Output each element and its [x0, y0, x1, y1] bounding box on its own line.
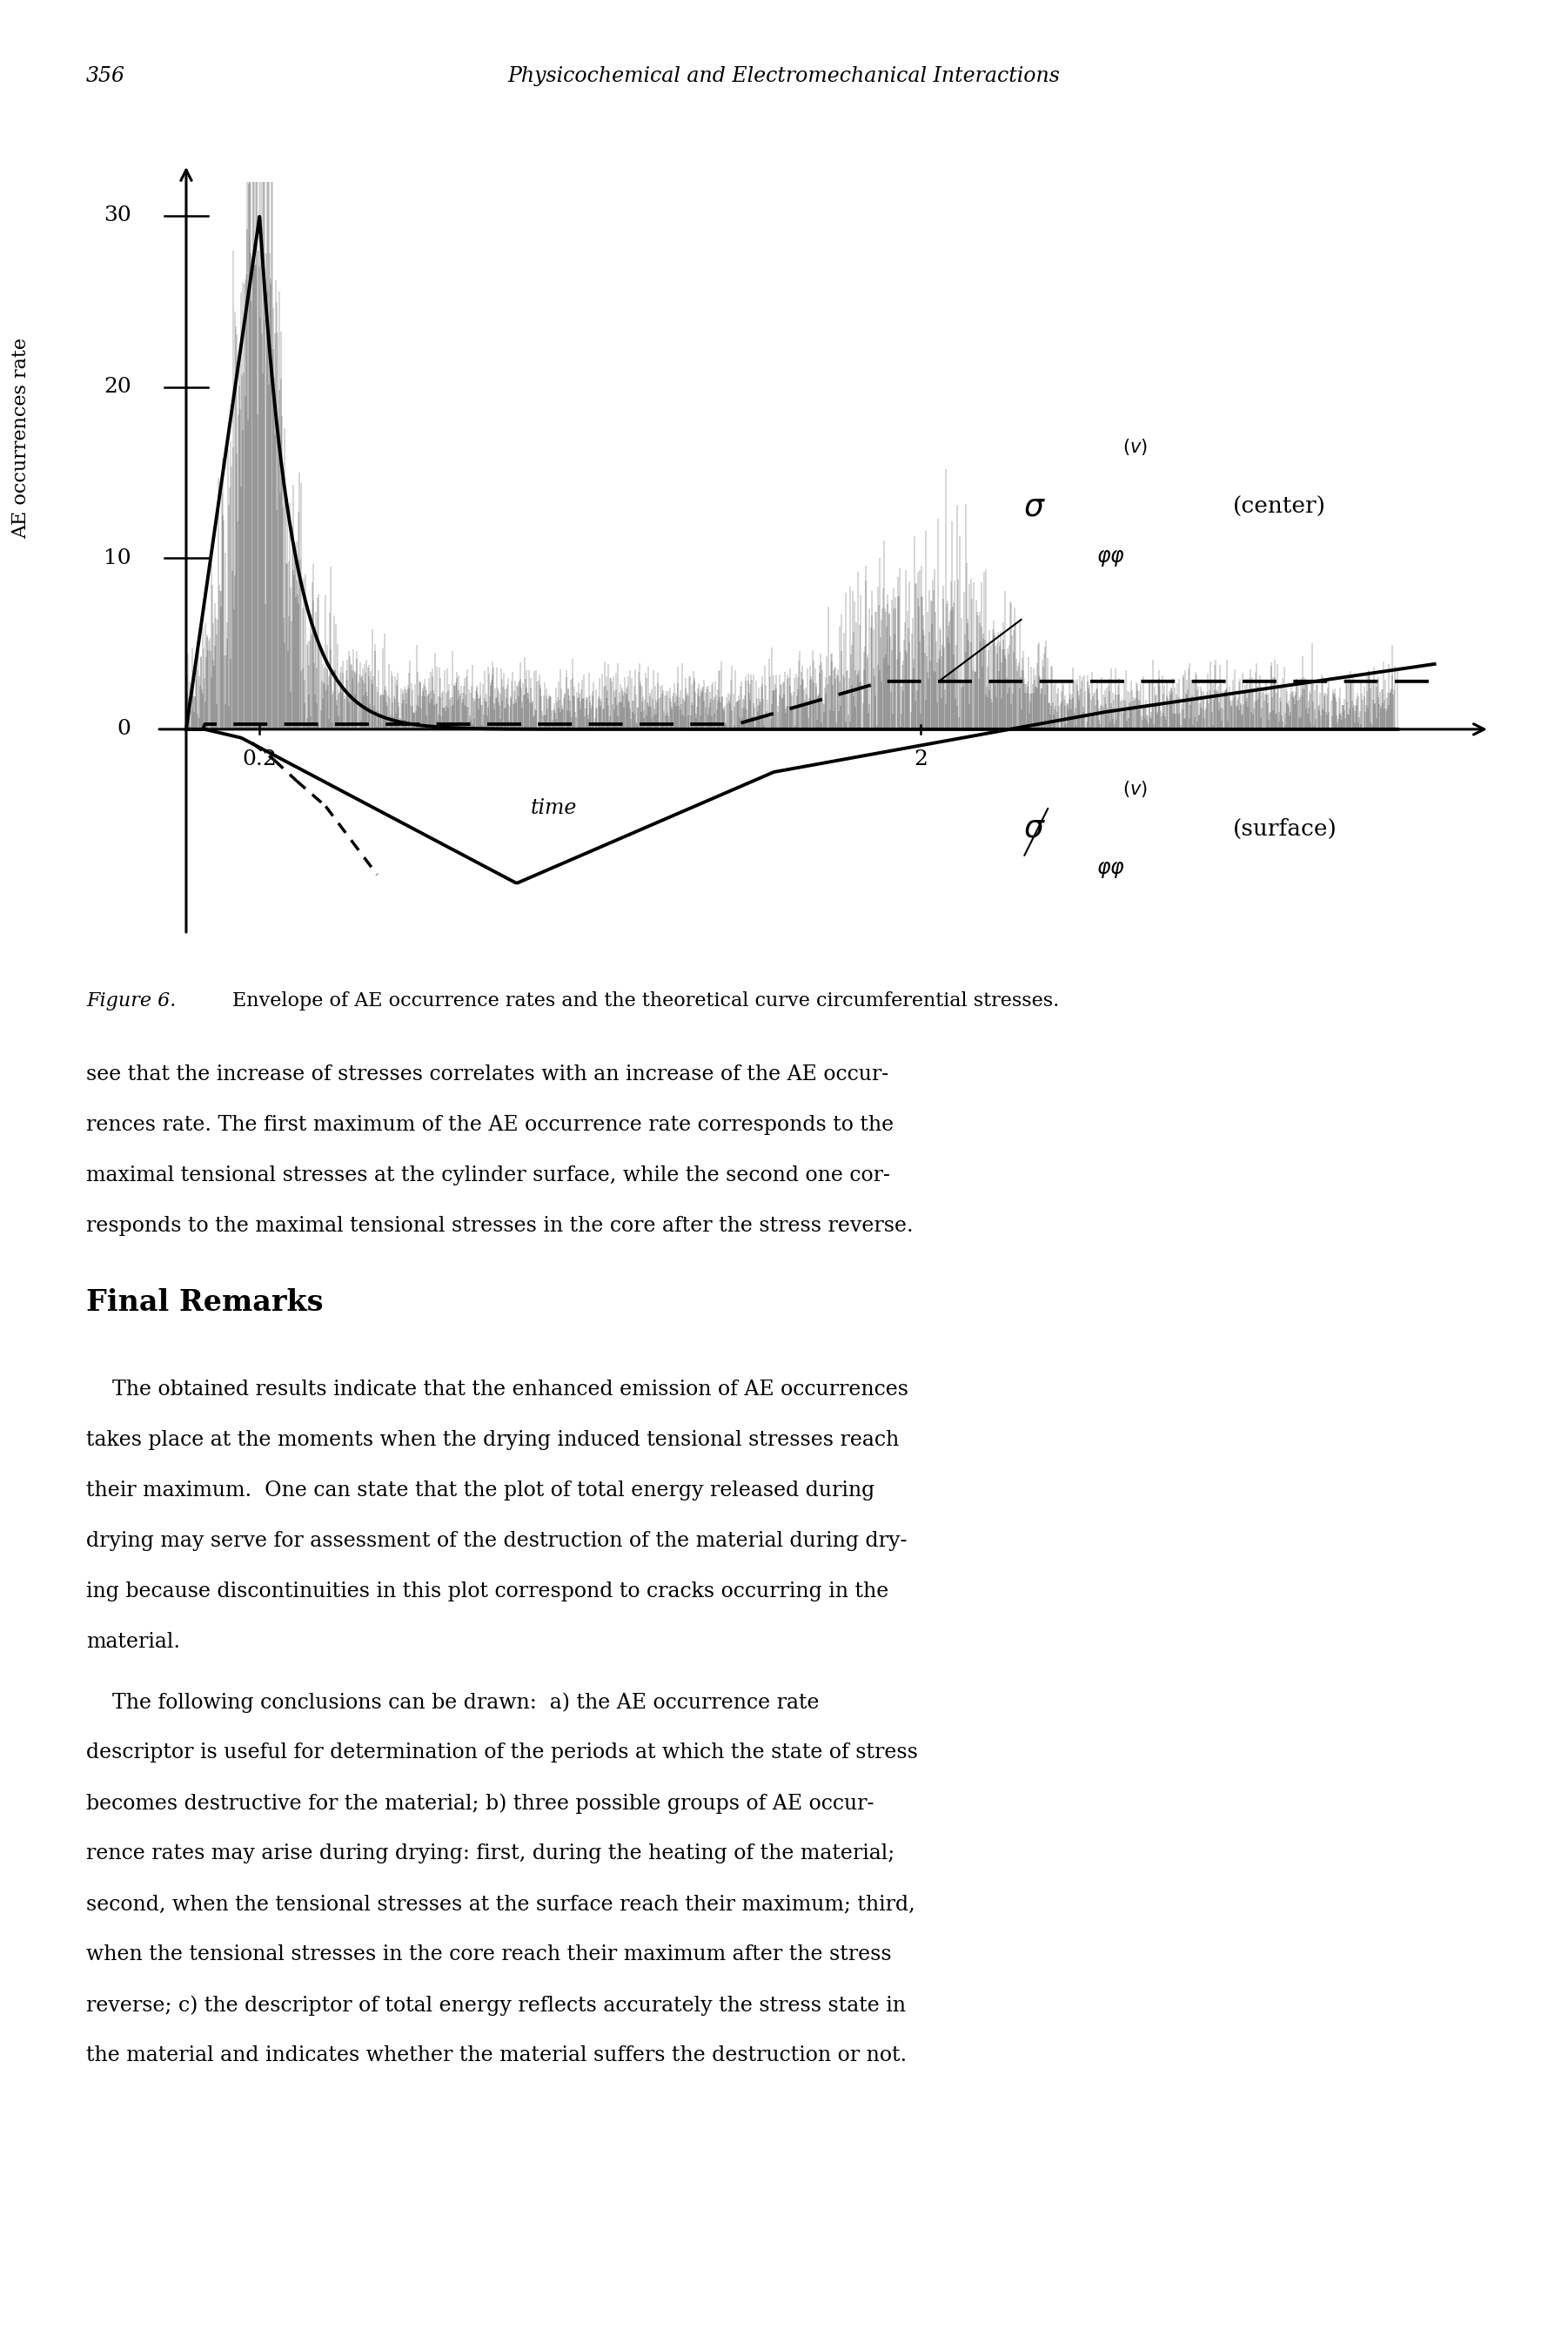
Text: drying may serve for assessment of the destruction of the material during dry-: drying may serve for assessment of the d… [86, 1532, 908, 1551]
Text: Physicochemical and Electromechanical Interactions: Physicochemical and Electromechanical In… [508, 66, 1060, 87]
Text: descriptor is useful for determination of the periods at which the state of stre: descriptor is useful for determination o… [86, 1744, 917, 1762]
Text: 2: 2 [914, 750, 927, 771]
Text: Figure 6.: Figure 6. [86, 992, 176, 1010]
Text: ing because discontinuities in this plot correspond to cracks occurring in the: ing because discontinuities in this plot… [86, 1582, 889, 1603]
Text: 0.2: 0.2 [243, 750, 278, 771]
Text: 20: 20 [103, 376, 132, 397]
Text: 0: 0 [118, 719, 132, 740]
Text: maximal tensional stresses at the cylinder surface, while the second one cor-: maximal tensional stresses at the cylind… [86, 1166, 891, 1187]
Text: (center): (center) [1232, 496, 1325, 517]
Text: $\varphi\varphi$: $\varphi\varphi$ [1096, 860, 1126, 879]
Text: responds to the maximal tensional stresses in the core after the stress reverse.: responds to the maximal tensional stress… [86, 1217, 914, 1236]
Text: $(v)$: $(v)$ [1123, 780, 1148, 799]
Text: becomes destructive for the material; b) three possible groups of AE occur-: becomes destructive for the material; b)… [86, 1793, 873, 1814]
Text: reverse; c) the descriptor of total energy reflects accurately the stress state : reverse; c) the descriptor of total ener… [86, 1995, 906, 2016]
Text: rences rate. The first maximum of the AE occurrence rate corresponds to the: rences rate. The first maximum of the AE… [86, 1114, 894, 1135]
Text: Final Remarks: Final Remarks [86, 1288, 323, 1316]
Text: their maximum.  One can state that the plot of total energy released during: their maximum. One can state that the pl… [86, 1480, 875, 1502]
Text: takes place at the moments when the drying induced tensional stresses reach: takes place at the moments when the dryi… [86, 1429, 898, 1450]
Text: The obtained results indicate that the enhanced emission of AE occurrences: The obtained results indicate that the e… [86, 1379, 908, 1401]
Text: 10: 10 [103, 548, 132, 569]
Text: AE occurrences rate: AE occurrences rate [11, 338, 30, 538]
Text: material.: material. [86, 1631, 180, 1652]
Text: second, when the tensional stresses at the surface reach their maximum; third,: second, when the tensional stresses at t… [86, 1894, 916, 1915]
Text: 30: 30 [103, 207, 132, 226]
Text: $(v)$: $(v)$ [1123, 437, 1148, 456]
Text: time: time [530, 797, 577, 818]
Text: 356: 356 [86, 66, 125, 87]
Text: when the tensional stresses in the core reach their maximum after the stress: when the tensional stresses in the core … [86, 1943, 892, 1965]
Text: rence rates may arise during drying: first, during the heating of the material;: rence rates may arise during drying: fir… [86, 1842, 895, 1864]
Text: see that the increase of stresses correlates with an increase of the AE occur-: see that the increase of stresses correl… [86, 1065, 889, 1086]
Text: The following conclusions can be drawn:  a) the AE occurrence rate: The following conclusions can be drawn: … [86, 1692, 820, 1713]
Text: (surface): (surface) [1232, 818, 1338, 839]
Text: $\varphi\varphi$: $\varphi\varphi$ [1096, 548, 1126, 569]
Text: the material and indicates whether the material suffers the destruction or not.: the material and indicates whether the m… [86, 2044, 906, 2066]
Text: Envelope of AE occurrence rates and the theoretical curve circumferential stress: Envelope of AE occurrence rates and the … [232, 992, 1058, 1010]
Text: $\sigma$: $\sigma$ [1024, 491, 1046, 522]
Text: $\sigma$: $\sigma$ [1024, 813, 1046, 844]
